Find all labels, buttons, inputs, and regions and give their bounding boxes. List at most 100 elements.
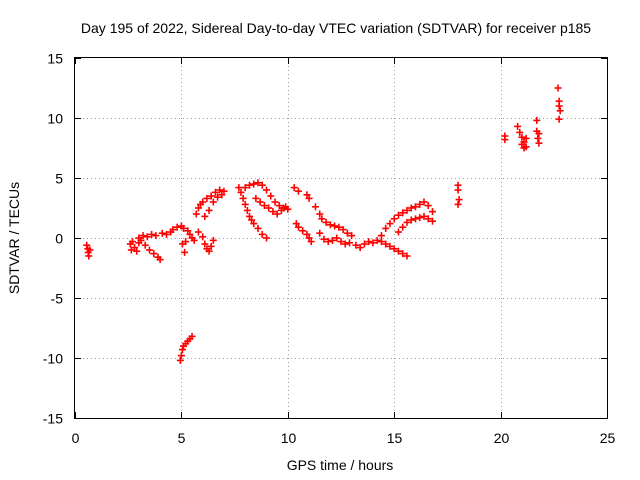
data-point [343,229,351,237]
data-point [429,217,437,225]
data-point [235,184,243,192]
data-point [205,247,213,255]
data-point [555,115,563,123]
data-point [128,238,136,246]
data-point [205,206,213,214]
data-point [407,216,415,224]
data-point [265,204,273,212]
data-point [292,220,300,228]
data-point [335,223,343,231]
data-point [369,239,377,247]
data-point [133,247,141,255]
data-point [455,196,463,204]
data-point [201,212,209,220]
data-point [420,212,428,220]
data-point [356,244,364,252]
data-point [337,238,345,246]
data-point [239,194,247,202]
data-point [318,215,326,223]
data-point [424,215,432,223]
data-point [411,203,419,211]
data-point [254,179,262,187]
data-point [416,200,424,208]
data-point [377,238,385,246]
data-point [360,240,368,248]
y-tick-label: 0 [55,231,63,247]
x-tick-label: 0 [72,430,80,446]
data-point [250,180,258,188]
data-point [305,194,313,202]
data-point [156,256,164,264]
data-point [181,248,189,256]
data-point [85,252,93,260]
data-point [382,224,390,232]
x-tick-label: 5 [178,430,186,446]
data-point [184,227,192,235]
data-point [316,210,324,218]
y-tick-label: 5 [55,171,63,187]
data-point [420,198,428,206]
data-point [394,247,402,255]
data-point [207,242,215,250]
data-point [294,187,302,195]
data-point [555,102,563,110]
data-point [248,216,256,224]
data-point [209,236,217,244]
data-point [173,223,181,231]
data-point [211,188,219,196]
data-point [178,240,186,248]
data-point [416,214,424,222]
data-point [411,215,419,223]
data-point [86,246,94,254]
data-point [394,211,402,219]
data-point [178,346,186,354]
y-axis-label: SDTVAR / TECUs [6,182,22,294]
data-point [429,208,437,216]
data-points [83,84,564,364]
y-tick-label: -10 [43,351,63,367]
x-axis-label: GPS time / hours [287,457,394,473]
data-point [454,186,462,194]
plot-frame [74,57,608,419]
x-tick-label: 15 [387,430,403,446]
data-point [145,246,153,254]
y-tick-label: -15 [43,411,63,427]
data-point [258,181,266,189]
data-point [163,230,171,238]
data-point [214,193,222,201]
data-point [535,139,543,147]
data-point [348,232,356,240]
data-point [556,107,564,115]
data-point [252,194,260,202]
data-point [407,204,415,212]
data-point [311,203,319,211]
data-point [148,230,156,238]
data-point [534,134,542,142]
data-point [535,130,543,138]
data-point [194,228,202,236]
data-point [188,332,196,340]
data-point [331,222,339,230]
data-point [516,128,524,136]
data-point [324,238,332,246]
data-point [131,244,139,252]
data-point [305,234,313,242]
data-point [294,223,302,231]
data-point [141,241,149,249]
data-point [554,84,562,92]
data-point [269,208,277,216]
data-point [328,236,336,244]
data-point [290,184,298,192]
data-point [518,133,526,141]
data-point [250,220,258,228]
data-point [201,240,209,248]
x-tick-label: 25 [600,430,616,446]
data-point [245,181,253,189]
data-point [275,202,283,210]
data-point [303,230,311,238]
y-tick-label: 10 [47,111,63,127]
data-point [382,240,390,248]
data-point [241,200,249,208]
x-tick-label: 10 [281,430,297,446]
